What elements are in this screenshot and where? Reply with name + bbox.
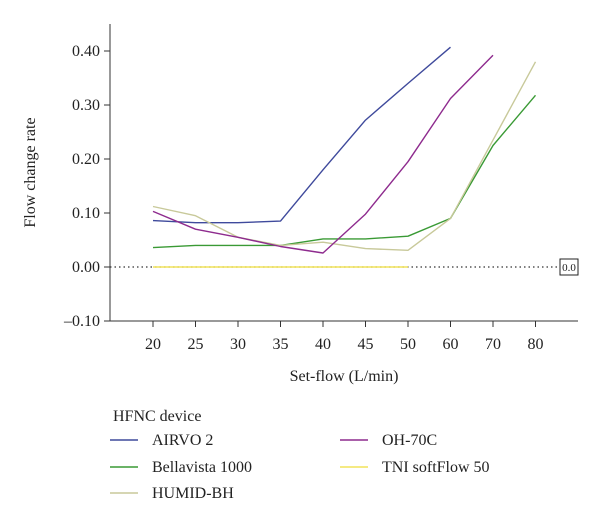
x-tick-label: 35 (273, 336, 289, 353)
y-tick-label: 0.10 (72, 205, 100, 222)
x-tick-label: 50 (400, 336, 416, 353)
legend-label-humid-bh: HUMID-BH (152, 485, 234, 502)
x-axis-title: Set-flow (L/min) (290, 368, 399, 385)
legend-title: HFNC device (113, 408, 201, 425)
x-tick-label: 70 (485, 336, 501, 353)
y-tick-label: 0.20 (72, 151, 100, 168)
x-tick-label: 25 (188, 336, 204, 353)
x-tick-label: 40 (315, 336, 331, 353)
legend-label-airvo-2: AIRVO 2 (152, 432, 213, 449)
y-tick-label: 0.00 (72, 259, 100, 276)
series-line-oh-70c (152, 54, 494, 254)
legend-label-tni-softflow-50: TNI softFlow 50 (382, 459, 490, 476)
reference-line-label-box (559, 258, 579, 276)
plot-area: 0.0 (110, 46, 579, 276)
x-tick-label: 60 (443, 336, 459, 353)
x-tick-label: 45 (358, 336, 374, 353)
series-line-humid-bh (152, 61, 537, 252)
x-tick-label: 30 (230, 336, 246, 353)
axes: –0.10 0.00 0.10 0.20 0.30 0.40 20 25 30 35 40 45 50 6… (22, 24, 578, 385)
legend-label-oh-70c: OH-70C (382, 432, 437, 449)
y-tick-label: 0.30 (72, 97, 100, 114)
series-line-airvo-2 (152, 46, 451, 224)
y-axis-title: Flow change rate (22, 117, 39, 227)
reference-line-label: 0.0 (562, 262, 576, 274)
x-tick-label: 20 (145, 336, 161, 353)
legend-label-bellavista-1000: Bellavista 1000 (152, 459, 252, 476)
legend: HFNC device AIRVO 2 Bellavista 1000 HUMID-B… (110, 408, 490, 502)
x-tick-label: 80 (528, 336, 544, 353)
y-tick-label: –0.10 (63, 313, 100, 330)
series-line-bellavista-1000 (152, 94, 537, 249)
y-tick-label: 0.40 (72, 43, 100, 60)
